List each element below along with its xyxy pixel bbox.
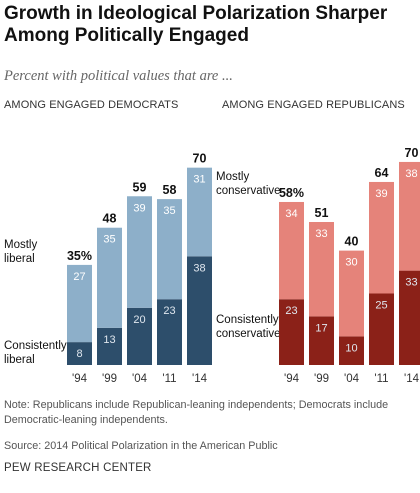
rep-bar-light-2 bbox=[339, 250, 364, 337]
rep-tick-label-1: '99 bbox=[314, 373, 329, 385]
rep-tick-label-0: '94 bbox=[284, 373, 300, 385]
dem-total-label-0: 35% bbox=[67, 249, 92, 263]
rep-consistently-line2: conservative bbox=[216, 328, 281, 340]
rep-mostly-label: Mostly conservative bbox=[216, 171, 281, 197]
dem-label-light-0: 27 bbox=[73, 271, 85, 283]
dem-label-dark-0: 8 bbox=[76, 348, 82, 360]
dem-total-label-4: 70 bbox=[193, 152, 207, 166]
dem-mostly-line1: Mostly bbox=[4, 239, 37, 251]
dem-tick-label-1: '99 bbox=[102, 373, 117, 385]
rep-total-label-2: 40 bbox=[345, 235, 359, 249]
dem-label-light-2: 39 bbox=[133, 202, 145, 214]
rep-panel-title: AMONG ENGAGED REPUBLICANS bbox=[222, 99, 405, 111]
rep-label-light-3: 39 bbox=[375, 188, 387, 200]
dem-mostly-line2: liberal bbox=[4, 253, 35, 265]
rep-mostly-line2: conservative bbox=[216, 185, 281, 197]
rep-bar-light-1 bbox=[309, 222, 334, 317]
dem-bar-light-1 bbox=[97, 227, 122, 328]
dem-bar-dark-3 bbox=[157, 299, 182, 365]
chart-note: Note: Republicans include Republican-lea… bbox=[4, 399, 389, 426]
rep-tick-label-3: '11 bbox=[374, 373, 388, 385]
chart-subtitle: Percent with political values that are .… bbox=[4, 68, 233, 84]
dem-panel-title: AMONG ENGAGED DEMOCRATS bbox=[4, 99, 178, 111]
rep-label-light-2: 30 bbox=[345, 257, 357, 269]
rep-bar-light-4 bbox=[399, 161, 420, 271]
dem-bar-light-3 bbox=[157, 199, 182, 300]
rep-mostly-line1: Mostly bbox=[216, 171, 249, 183]
dem-total-label-1: 48 bbox=[103, 212, 117, 226]
dem-bar-dark-4 bbox=[187, 256, 212, 365]
dem-total-label-2: 59 bbox=[133, 180, 147, 194]
rep-label-dark-3: 25 bbox=[375, 300, 387, 312]
rep-tick-label-2: '04 bbox=[344, 373, 360, 385]
organization-name: PEW RESEARCH CENTER bbox=[4, 462, 152, 474]
dem-label-dark-2: 20 bbox=[133, 314, 145, 326]
dem-bar-light-0 bbox=[67, 264, 92, 343]
rep-bar-dark-3 bbox=[369, 293, 394, 365]
rep-label-light-0: 34 bbox=[285, 208, 297, 220]
rep-consistently-label: Consistently conservative bbox=[216, 314, 282, 340]
rep-label-dark-0: 23 bbox=[285, 305, 297, 317]
dem-label-dark-1: 13 bbox=[103, 334, 115, 346]
rep-label-light-1: 33 bbox=[315, 228, 327, 240]
dem-tick-label-3: '11 bbox=[162, 373, 176, 385]
dem-bar-dark-0 bbox=[67, 342, 92, 365]
rep-bar-dark-0 bbox=[279, 299, 304, 365]
rep-label-light-4: 38 bbox=[405, 168, 417, 180]
dem-label-light-4: 31 bbox=[193, 174, 205, 186]
dem-bar-light-4 bbox=[187, 167, 212, 257]
rep-bar-light-0 bbox=[279, 201, 304, 300]
rep-consistently-line1: Consistently bbox=[216, 314, 279, 326]
dem-tick-label-4: '14 bbox=[192, 373, 208, 385]
rep-label-dark-4: 33 bbox=[405, 277, 417, 289]
bar-group: 8 27 35% '94 13 35 48 '99 20 39 59 '04 23 35 58 '11 38 31… bbox=[67, 146, 420, 385]
dem-tick-label-2: '04 bbox=[132, 373, 148, 385]
rep-total-label-4: 70 bbox=[405, 146, 419, 160]
dem-mostly-label: Mostly liberal bbox=[4, 239, 40, 265]
chart-title: Growth in Ideological Polarization Sharp… bbox=[4, 3, 388, 46]
rep-bar-light-3 bbox=[369, 181, 394, 294]
rep-bar-dark-4 bbox=[399, 270, 420, 365]
rep-total-label-0: 58% bbox=[279, 186, 304, 200]
dem-label-dark-3: 23 bbox=[163, 305, 175, 317]
dem-bar-light-2 bbox=[127, 196, 152, 308]
dem-bar-dark-2 bbox=[127, 307, 152, 365]
rep-bar-dark-1 bbox=[309, 316, 334, 365]
rep-label-dark-2: 10 bbox=[345, 342, 357, 354]
dem-total-label-3: 58 bbox=[163, 183, 177, 197]
dem-bar-dark-1 bbox=[97, 327, 122, 365]
dem-label-light-1: 35 bbox=[103, 234, 115, 246]
dem-label-light-3: 35 bbox=[163, 205, 175, 217]
dem-consistently-line2: liberal bbox=[4, 354, 35, 366]
rep-total-label-1: 51 bbox=[315, 206, 329, 220]
rep-label-dark-1: 17 bbox=[315, 322, 327, 334]
dem-side-labels: Mostly liberal Consistently liberal bbox=[4, 239, 70, 366]
rep-side-labels: Mostly conservative Consistently conserv… bbox=[216, 171, 282, 340]
dem-label-dark-4: 38 bbox=[193, 262, 205, 274]
dem-consistently-label: Consistently liberal bbox=[4, 340, 70, 366]
dem-consistently-line1: Consistently bbox=[4, 340, 67, 352]
rep-total-label-3: 64 bbox=[375, 166, 389, 180]
rep-bar-dark-2 bbox=[339, 336, 364, 365]
chart-source: Source: 2014 Political Polarization in t… bbox=[4, 440, 278, 452]
dem-tick-label-0: '94 bbox=[72, 373, 88, 385]
rep-tick-label-4: '14 bbox=[404, 373, 420, 385]
